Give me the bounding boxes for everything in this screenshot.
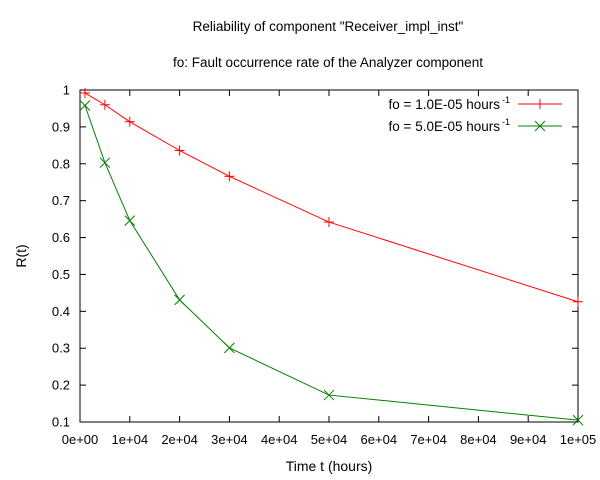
x-tick-label: 5e+04 [311, 432, 348, 447]
x-tick-label: 0e+00 [62, 432, 99, 447]
data-point [174, 294, 185, 306]
x-axis-ticks: 0e+00 1e+04 2e+04 3e+04 4e+04 5e+04 6e+04 7e+04… [62, 90, 597, 447]
data-point [323, 389, 335, 401]
legend-marker [534, 120, 546, 132]
y-tick-label: 1 [63, 83, 70, 98]
y-tick-label: 0.2 [52, 378, 70, 393]
x-tick-label: 6e+04 [361, 432, 398, 447]
data-point [224, 171, 235, 182]
legend-entry: fo = 1.0E-05 hours -1 [389, 95, 562, 112]
y-tick-label: 0.6 [52, 230, 70, 245]
legend-label-superscript: -1 [502, 117, 510, 127]
series-line [84, 105, 579, 421]
data-point [224, 342, 235, 354]
chart-subtitle: fo: Fault occurrence rate of the Analyze… [173, 55, 483, 70]
legend: fo = 1.0E-05 hours -1fo = 5.0E-05 hours -1 [389, 95, 562, 134]
y-tick-label: 0.7 [52, 193, 70, 208]
y-tick-label: 0.8 [52, 156, 70, 171]
data-point [124, 215, 136, 226]
data-point [324, 217, 334, 228]
data-point [99, 99, 110, 110]
series-1 [79, 87, 583, 307]
legend-label-superscript: -1 [502, 95, 510, 105]
data-point [99, 157, 111, 169]
series-2 [79, 100, 584, 426]
legend-marker [535, 99, 545, 109]
y-tick-label: 0.5 [52, 267, 70, 282]
x-tick-label: 7e+04 [410, 432, 447, 447]
data-point [124, 116, 135, 127]
x-tick-label: 8e+04 [460, 432, 497, 447]
chart-title: Reliability of component "Receiver_impl_… [193, 19, 464, 34]
y-tick-label: 0.9 [52, 119, 70, 134]
data-point [174, 145, 185, 156]
y-axis-label: R(t) [13, 244, 29, 267]
data-point [573, 296, 583, 307]
legend-label: fo = 1.0E-05 hours [389, 97, 501, 112]
x-axis-label: Time t (hours) [286, 458, 373, 474]
x-tick-label: 3e+04 [211, 432, 248, 447]
y-tick-label: 0.3 [52, 341, 70, 356]
y-axis-ticks: 0.1 0.2 0.3 0.4 0.5 0.6 0.7 0.8 0.9 1 [52, 83, 578, 430]
legend-entry: fo = 5.0E-05 hours -1 [389, 117, 562, 134]
plot-area-border [79, 89, 579, 423]
x-tick-label: 4e+04 [261, 432, 298, 447]
y-tick-label: 0.1 [52, 415, 70, 430]
x-tick-label: 9e+04 [510, 432, 547, 447]
data-point [79, 87, 90, 98]
data-point [79, 100, 91, 111]
y-tick-label: 0.4 [52, 304, 70, 319]
data-point [572, 414, 584, 426]
x-tick-label: 1e+04 [112, 432, 149, 447]
x-tick-label: 1e+05 [560, 432, 597, 447]
legend-label: fo = 5.0E-05 hours [389, 119, 501, 134]
x-tick-label: 2e+04 [161, 432, 198, 447]
series-layer [79, 87, 584, 426]
